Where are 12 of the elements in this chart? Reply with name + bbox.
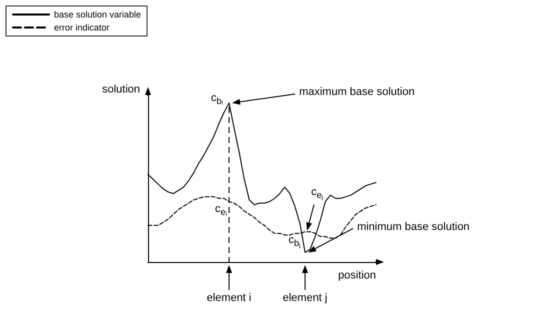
text: element i bbox=[206, 292, 252, 305]
annotation: c$_{bⱼ}$ bbox=[288, 234, 302, 251]
text: maximum base solution bbox=[299, 86, 415, 99]
annotation: minimum base solution bbox=[357, 221, 470, 234]
text: element j bbox=[282, 292, 328, 305]
annotation: c$_{eⱼ}$ bbox=[311, 186, 324, 203]
annotation: c$_{bᵢ}$ bbox=[211, 92, 224, 108]
annotation: c$_{eᵢ}$ bbox=[215, 202, 228, 219]
legend-label: error indicator bbox=[54, 22, 110, 32]
legend-label: base solution variable bbox=[54, 10, 142, 20]
x-axis-title: position bbox=[338, 270, 376, 282]
y-axis-title: solution bbox=[102, 84, 140, 96]
